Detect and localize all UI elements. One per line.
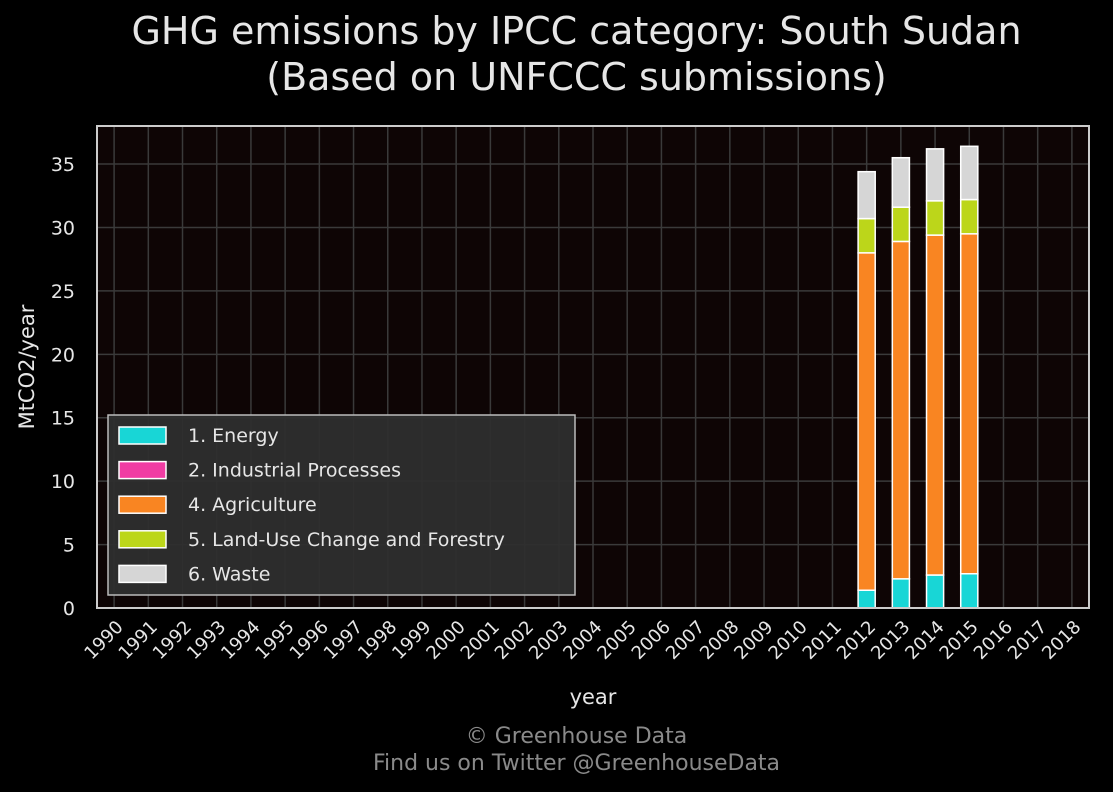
y-tick-label: 15 xyxy=(51,408,75,430)
bar-segment xyxy=(857,589,876,609)
x-tick-label: 2018 xyxy=(1038,617,1085,664)
bar-segment xyxy=(925,574,945,609)
legend-items: 1. Energy 2. Industrial Processes 4. Agric… xyxy=(118,425,505,585)
x-tick-label: 1994 xyxy=(217,617,264,664)
y-tick-label: 30 xyxy=(51,217,75,239)
x-tick-label: 2013 xyxy=(867,617,914,664)
y-ticks: 0 5 10 15 20 25 30 35 xyxy=(51,154,75,620)
y-axis-label: MtCO2/year xyxy=(15,304,39,429)
legend-label: 5. Land-Use Change and Forestry xyxy=(188,529,505,551)
legend-label: 4. Agriculture xyxy=(188,494,317,516)
footer-twitter: Find us on Twitter @GreenhouseData xyxy=(372,751,781,776)
x-tick-label: 2005 xyxy=(593,617,640,664)
bar-segment xyxy=(857,170,876,220)
x-tick-label: 2001 xyxy=(457,617,504,664)
bars xyxy=(857,145,979,609)
legend-swatch xyxy=(118,426,167,445)
x-tick-label: 2016 xyxy=(970,617,1017,664)
x-axis-label: year xyxy=(570,685,617,709)
legend-swatch xyxy=(118,460,167,480)
plot-frame xyxy=(96,125,1090,609)
bar-segment xyxy=(925,234,945,576)
legend-swatch xyxy=(118,530,167,549)
legend-swatch xyxy=(118,495,167,514)
y-tick-label: 20 xyxy=(51,344,75,366)
bar-segment xyxy=(857,252,876,591)
x-tick-label: 1993 xyxy=(183,617,230,664)
chart-title: GHG emissions by IPCC category: South Su… xyxy=(0,8,1113,100)
x-tick-label: 2010 xyxy=(765,617,812,664)
x-tick-label: 1991 xyxy=(115,617,162,664)
bar-segment xyxy=(891,206,911,243)
chart-title-line2: (Based on UNFCCC submissions) xyxy=(266,55,887,99)
bar-segment xyxy=(925,148,945,202)
y-tick-label: 10 xyxy=(51,471,75,493)
x-tick-label: 1998 xyxy=(354,617,401,664)
bar-segment xyxy=(891,156,911,208)
bar-segment xyxy=(959,573,979,609)
bar-segment xyxy=(959,145,979,201)
legend: 1. Energy 2. Industrial Processes 4. Agric… xyxy=(107,414,576,596)
bar-segment xyxy=(959,233,979,575)
x-tick-label: 2006 xyxy=(628,617,675,664)
y-tick-label: 35 xyxy=(51,154,75,176)
x-tick-label: 2000 xyxy=(422,617,469,664)
legend-label: 1. Energy xyxy=(188,425,279,447)
x-tick-label: 2009 xyxy=(730,617,777,664)
x-tick-label: 2014 xyxy=(901,617,948,664)
x-tick-label: 2015 xyxy=(936,617,983,664)
x-tick-label: 2011 xyxy=(799,617,846,664)
x-ticks: 1990199119921993199419951996199719981999… xyxy=(80,617,1085,664)
x-tick-label: 2008 xyxy=(696,617,743,664)
bar-segment xyxy=(959,198,979,235)
x-tick-label: 1995 xyxy=(251,617,298,664)
bar-segment xyxy=(857,217,876,254)
footer-copyright: © Greenhouse Data xyxy=(465,724,688,749)
legend-box xyxy=(107,414,576,596)
x-tick-label: 2004 xyxy=(559,617,606,664)
legend-swatch xyxy=(118,564,167,584)
y-tick-label: 0 xyxy=(63,598,75,620)
x-tick-label: 2017 xyxy=(1004,617,1051,664)
y-tick-label: 5 xyxy=(63,535,75,557)
y-tick-label: 25 xyxy=(51,281,75,303)
footer: © Greenhouse Data Find us on Twitter @Gr… xyxy=(0,723,1113,777)
legend-label: 2. Industrial Processes xyxy=(188,460,401,482)
x-tick-label: 2012 xyxy=(833,617,880,664)
x-tick-label: 1997 xyxy=(320,617,367,664)
legend-label: 6. Waste xyxy=(188,563,270,585)
x-tick-label: 2007 xyxy=(662,617,709,664)
x-tick-label: 2003 xyxy=(525,617,572,664)
bar-segment xyxy=(891,578,911,609)
bar-segment xyxy=(891,240,911,580)
chart-title-line1: GHG emissions by IPCC category: South Su… xyxy=(131,9,1022,53)
x-tick-label: 1999 xyxy=(388,617,435,664)
bar-segment xyxy=(925,200,945,236)
x-tick-label: 1992 xyxy=(149,617,196,664)
x-tick-label: 1990 xyxy=(80,617,127,664)
x-tick-label: 2002 xyxy=(491,617,538,664)
x-tick-label: 1996 xyxy=(286,617,333,664)
